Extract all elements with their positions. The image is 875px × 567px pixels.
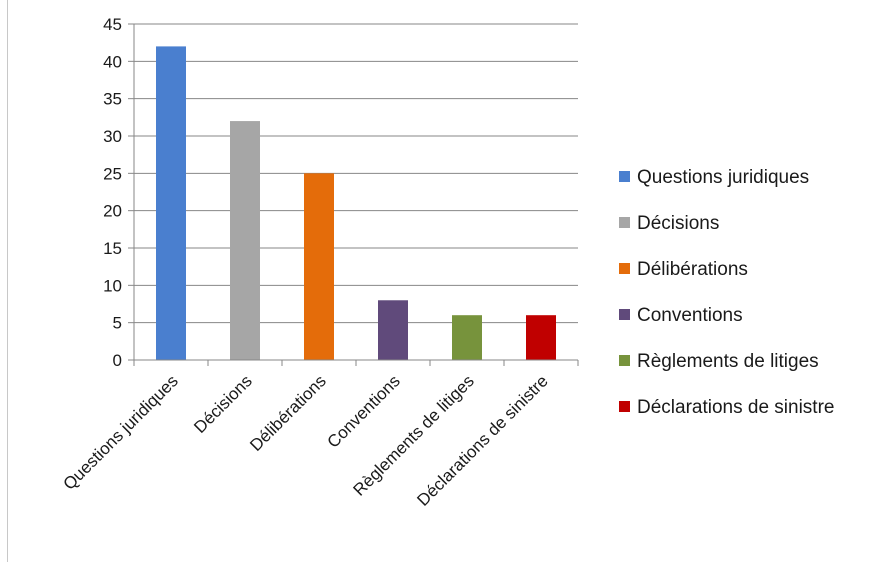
bar-2 <box>304 173 334 360</box>
y-tick-label: 0 <box>113 351 122 370</box>
y-tick-label: 5 <box>113 314 122 333</box>
y-tick-label: 40 <box>103 52 122 71</box>
legend-label-4: Règlements de litiges <box>637 351 819 372</box>
bar-0 <box>156 46 186 361</box>
legend-label-2: Délibérations <box>637 259 748 280</box>
x-tick-label: Conventions <box>324 371 404 451</box>
y-tick-label: 20 <box>103 202 122 221</box>
legend-label-3: Conventions <box>637 305 743 326</box>
frame-border <box>7 0 8 562</box>
y-tick-label: 35 <box>103 90 122 109</box>
bars <box>156 46 556 361</box>
y-tick-label: 10 <box>103 276 122 295</box>
legend-label-1: Décisions <box>637 213 719 234</box>
x-tick-label: Délibérations <box>246 371 330 455</box>
legend-label-0: Questions juridiques <box>637 167 809 188</box>
x-tick-label: Déclarations de sinistre <box>413 371 551 509</box>
legend-swatch-3 <box>619 309 630 320</box>
bar-3 <box>378 300 408 360</box>
x-tick-label: Règlements de litiges <box>349 371 477 499</box>
legend-swatch-0 <box>619 171 630 182</box>
legend-swatch-5 <box>619 401 630 412</box>
y-tick-label: 30 <box>103 127 122 146</box>
y-tick-label: 25 <box>103 164 122 183</box>
legend-label-5: Déclarations de sinistre <box>637 397 834 418</box>
gridlines <box>134 23 578 324</box>
bar-4 <box>452 315 482 360</box>
legend-swatch-4 <box>619 355 630 366</box>
legend: Questions juridiques Décisions Délibératio… <box>619 167 834 418</box>
bar-5 <box>526 315 556 360</box>
x-tick-label: Décisions <box>190 371 256 437</box>
bar-1 <box>230 121 260 360</box>
y-tick-label: 45 <box>103 15 122 34</box>
y-tick-label: 15 <box>103 239 122 258</box>
legend-swatch-2 <box>619 263 630 274</box>
legend-swatch-1 <box>619 217 630 228</box>
x-tick-label: Questions juridiques <box>59 371 181 493</box>
